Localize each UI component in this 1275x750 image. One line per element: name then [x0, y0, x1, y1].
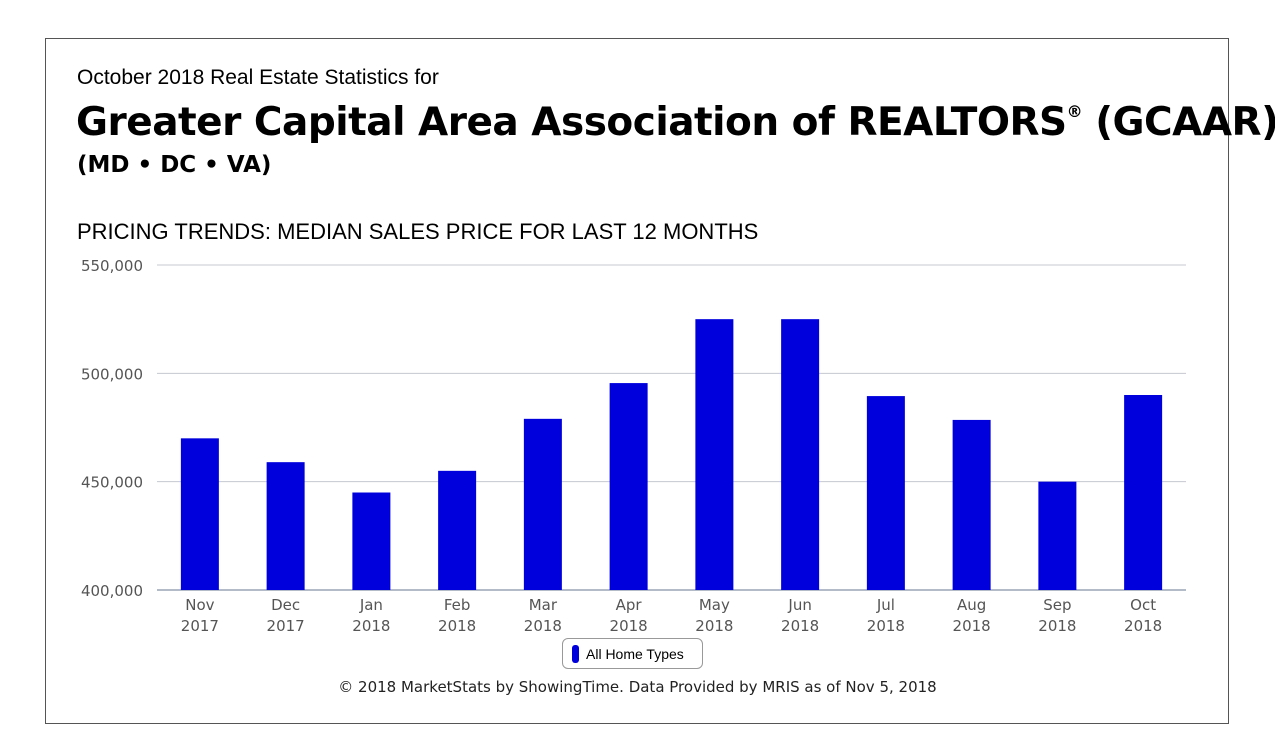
bar — [695, 319, 734, 590]
x-tick-label-year: 2017 — [181, 617, 219, 635]
x-tick-label-month: Apr — [616, 596, 643, 614]
y-tick-label: 500,000 — [81, 365, 143, 383]
y-tick-label: 550,000 — [81, 257, 143, 275]
y-tick-label: 400,000 — [81, 582, 143, 600]
bar — [523, 418, 562, 590]
x-tick-label-month: Sep — [1043, 596, 1071, 614]
bar — [180, 438, 219, 590]
x-tick-label-month: Feb — [444, 596, 471, 614]
legend-label: All Home Types — [586, 645, 684, 662]
x-tick-label-year: 2018 — [352, 617, 390, 635]
bar — [781, 319, 820, 590]
bar — [1124, 395, 1163, 590]
x-tick-label-month: Aug — [957, 596, 986, 614]
x-tick-label-year: 2018 — [953, 617, 991, 635]
bar — [609, 383, 648, 590]
bar — [438, 470, 477, 590]
x-tick-label-year: 2018 — [524, 617, 562, 635]
x-tick-label-month: Nov — [185, 596, 214, 614]
copyright-footer: © 2018 MarketStats by ShowingTime. Data … — [338, 678, 937, 696]
y-tick-label: 450,000 — [81, 474, 143, 492]
chart-frame — [45, 38, 1229, 724]
x-tick-label-year: 2018 — [1038, 617, 1076, 635]
x-tick-label-year: 2017 — [267, 617, 305, 635]
association-title: Greater Capital Area Association of REAL… — [76, 100, 1275, 145]
bar — [866, 396, 905, 590]
bar — [952, 419, 991, 590]
x-tick-label-month: Mar — [529, 596, 558, 614]
x-tick-label-year: 2018 — [781, 617, 819, 635]
x-tick-label-month: Jan — [359, 596, 383, 614]
bar — [352, 492, 391, 590]
association-name: Greater Capital Area Association of REAL… — [76, 100, 1067, 145]
x-tick-label-month: May — [699, 596, 730, 614]
x-tick-label-year: 2018 — [1124, 617, 1162, 635]
region-label: (MD • DC • VA) — [77, 152, 272, 178]
x-tick-label-year: 2018 — [867, 617, 905, 635]
x-tick-label-month: Jul — [876, 596, 895, 614]
x-tick-label-year: 2018 — [695, 617, 733, 635]
registered-mark: ® — [1066, 102, 1083, 121]
bar — [1038, 481, 1077, 590]
x-tick-label-month: Dec — [271, 596, 300, 614]
legend-swatch — [572, 644, 579, 663]
x-tick-label-year: 2018 — [438, 617, 476, 635]
chart-title: PRICING TRENDS: MEDIAN SALES PRICE FOR L… — [77, 219, 759, 244]
association-abbrev: (GCAAR) — [1082, 100, 1275, 145]
x-tick-label-month: Oct — [1130, 596, 1156, 614]
x-tick-label-year: 2018 — [610, 617, 648, 635]
report-subtitle: October 2018 Real Estate Statistics for — [77, 66, 439, 89]
x-tick-label-month: Jun — [787, 596, 811, 614]
chart-legend[interactable]: All Home Types — [562, 638, 703, 669]
bar — [266, 462, 305, 590]
